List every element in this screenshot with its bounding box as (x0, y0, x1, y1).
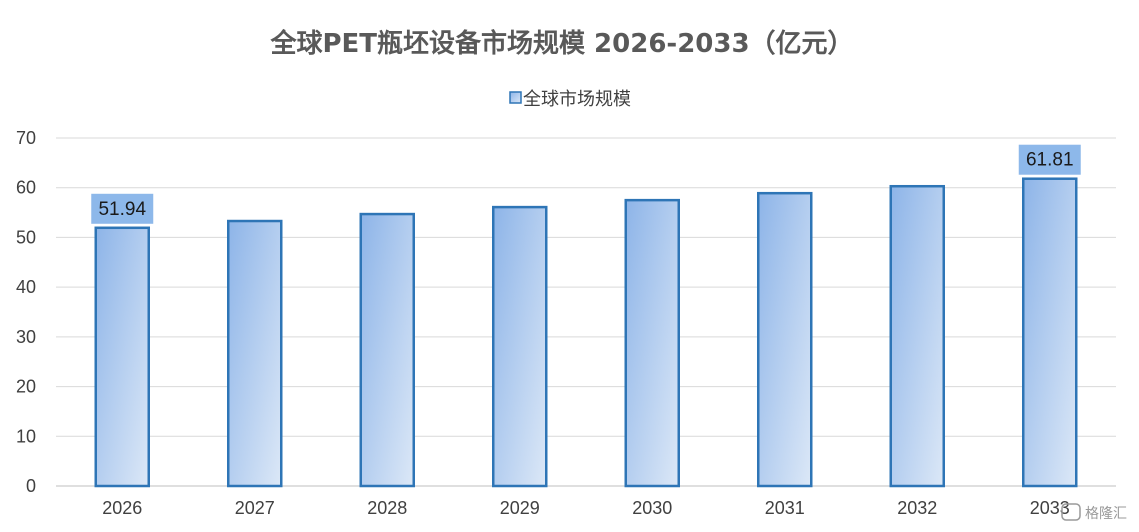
bar (492, 205, 548, 488)
x-tick-label: 2033 (1030, 498, 1070, 518)
bar (624, 198, 680, 488)
y-tick-label: 70 (16, 128, 36, 148)
legend-label: 全球市场规模 (523, 89, 631, 110)
watermark-logo-icon (1061, 503, 1081, 521)
legend: 全球市场规模 (509, 89, 631, 110)
x-axis: 2026 2027 2028 2029 2030 2031 2032 2033 (102, 498, 1070, 518)
data-label-box (91, 193, 154, 224)
y-tick-label: 40 (16, 277, 36, 297)
y-tick-label: 50 (16, 227, 36, 247)
data-label: 61.81 (1026, 150, 1074, 171)
bar (94, 226, 150, 488)
data-label: 51.94 (98, 199, 146, 220)
watermark: 格隆汇 (1061, 503, 1127, 522)
legend-swatch (509, 91, 522, 104)
x-tick-label: 2027 (235, 498, 275, 518)
x-tick-label: 2028 (367, 498, 407, 518)
data-labels: 51.94 61.81 (91, 144, 1081, 224)
data-label-box (1018, 144, 1081, 175)
bar (227, 219, 283, 488)
bar (889, 184, 945, 488)
x-tick-label: 2029 (500, 498, 540, 518)
watermark-text: 格隆汇 (1085, 506, 1127, 522)
bar (757, 191, 813, 488)
x-tick-label: 2032 (897, 498, 937, 518)
y-tick-label: 10 (16, 426, 36, 446)
chart-title: 全球PET瓶坯设备市场规模 2026-2033（亿元） (269, 28, 853, 59)
y-tick-label: 60 (16, 178, 36, 198)
x-tick-label: 2026 (102, 498, 142, 518)
bar (359, 212, 415, 488)
y-tick-label: 20 (16, 377, 36, 397)
bars (94, 177, 1078, 488)
x-tick-label: 2030 (632, 498, 672, 518)
bar (1022, 177, 1078, 488)
gridlines (56, 137, 1116, 487)
y-tick-label: 30 (16, 327, 36, 347)
y-tick-label: 0 (26, 476, 36, 496)
y-axis: 0 10 20 30 40 50 60 70 (16, 128, 36, 496)
x-tick-label: 2031 (765, 498, 805, 518)
